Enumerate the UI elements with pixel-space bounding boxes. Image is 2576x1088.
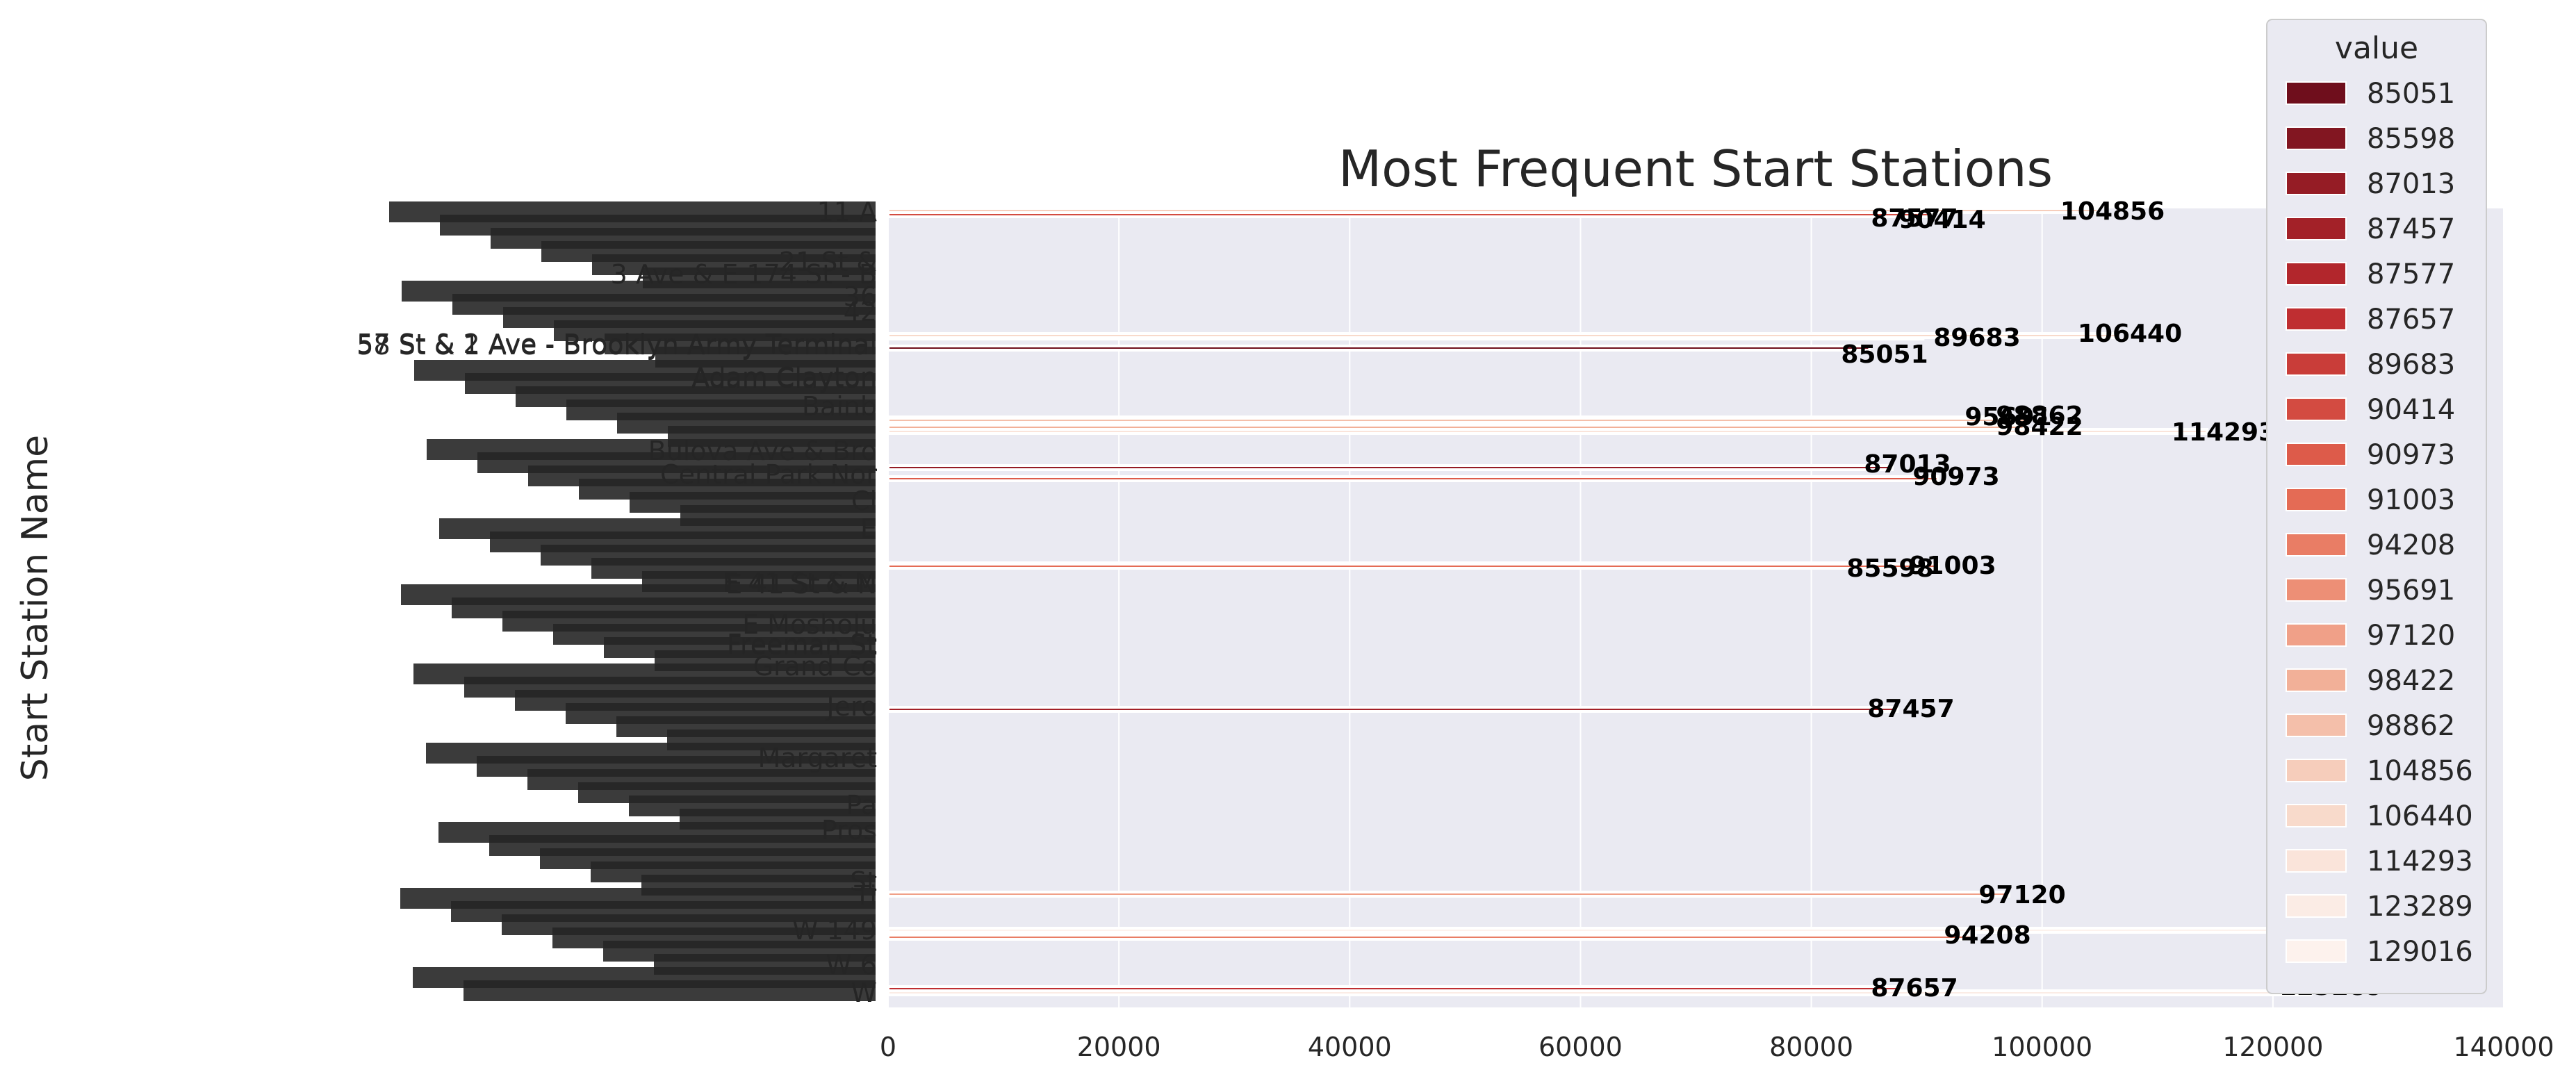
data-label: 95691 <box>1964 403 2051 431</box>
data-label: 87457 <box>1867 695 1954 723</box>
bar <box>887 428 2209 435</box>
legend-label: 95691 <box>2367 575 2455 607</box>
overlapping-label-clutter <box>463 980 876 1001</box>
data-label: 90973 <box>1912 463 1999 491</box>
legend-swatch <box>2286 578 2347 602</box>
legend: value 85051 85598 87013 87457 87577 87657 8968… <box>2266 19 2487 994</box>
bar <box>887 464 1894 471</box>
data-label: 87657 <box>1871 974 1958 1003</box>
data-label: 89683 <box>1933 324 2020 352</box>
legend-swatch <box>2286 804 2347 827</box>
x-tick-label: 60000 <box>1539 1032 1623 1062</box>
legend-label: 98422 <box>2367 665 2455 697</box>
data-label: 85051 <box>1841 340 1928 369</box>
legend-swatch <box>2286 307 2347 331</box>
legend-swatch <box>2286 668 2347 692</box>
legend-swatch <box>2286 126 2347 150</box>
legend-swatch <box>2286 262 2347 286</box>
legend-swatch <box>2286 172 2347 195</box>
bar <box>887 207 2100 214</box>
legend-label: 85051 <box>2367 78 2455 110</box>
bar <box>887 891 2010 898</box>
legend-label: 114293 <box>2367 846 2473 877</box>
legend-swatch <box>2286 759 2347 782</box>
legend-swatch <box>2286 623 2347 647</box>
legend-swatch <box>2286 849 2347 873</box>
data-label: 87013 <box>1864 450 1951 479</box>
legend-label: 90414 <box>2367 394 2455 426</box>
legend-label: 87657 <box>2367 304 2455 336</box>
data-label: 98422 <box>1996 413 2083 441</box>
bar <box>887 927 2379 934</box>
data-label: 91003 <box>1909 552 1996 580</box>
legend-swatch <box>2286 894 2347 918</box>
bar <box>887 332 2118 339</box>
bar <box>887 934 1977 941</box>
data-label: 94208 <box>1944 921 2031 950</box>
legend-label: 85598 <box>2367 123 2455 155</box>
bar <box>887 563 1940 570</box>
legend-swatch <box>2286 217 2347 240</box>
x-tick-label: 20000 <box>1077 1032 1161 1062</box>
plot-background <box>888 208 2504 1007</box>
legend-label: 94208 <box>2367 529 2455 561</box>
x-tick-label: 100000 <box>1992 1032 2092 1062</box>
legend-label: 129016 <box>2367 936 2473 968</box>
legend-label: 87577 <box>2367 258 2455 290</box>
bar <box>887 989 2313 996</box>
legend-label: 91003 <box>2367 484 2455 516</box>
chart-title: Most Frequent Start Stations <box>1338 140 2053 198</box>
x-tick-label: 0 <box>880 1032 896 1062</box>
legend-label: 104856 <box>2367 755 2473 787</box>
legend-swatch <box>2286 352 2347 376</box>
x-tick-label: 40000 <box>1308 1032 1392 1062</box>
legend-label: 123289 <box>2367 891 2473 923</box>
legend-swatch <box>2286 714 2347 737</box>
data-label: 97120 <box>1978 881 2065 909</box>
x-tick-label: 120000 <box>2222 1032 2323 1062</box>
data-label: 85598 <box>1846 554 1933 583</box>
legend-label: 98862 <box>2367 710 2455 742</box>
y-axis-title: Start Station Name <box>15 435 56 781</box>
data-label: 106440 <box>2078 320 2182 348</box>
data-label: 104856 <box>2060 197 2165 226</box>
x-tick-label: 80000 <box>1769 1032 1853 1062</box>
legend-label: 97120 <box>2367 620 2455 652</box>
legend-swatch <box>2286 533 2347 557</box>
legend-label: 87457 <box>2367 213 2455 245</box>
legend-swatch <box>2286 488 2347 511</box>
legend-label: 90973 <box>2367 439 2455 471</box>
data-label: 114293 <box>2172 418 2276 447</box>
legend-label: 106440 <box>2367 800 2473 832</box>
data-label: 90414 <box>1898 206 1985 234</box>
legend-swatch <box>2286 443 2347 466</box>
data-label: 87577 <box>1871 204 1958 233</box>
bar <box>887 345 1871 352</box>
legend-swatch <box>2286 939 2347 963</box>
legend-title: value <box>2335 31 2418 66</box>
legend-label: 87013 <box>2367 168 2455 200</box>
category-labels: 11 A21 St &3 Ave & E 174 St - B364257 St… <box>356 197 877 1008</box>
legend-swatch <box>2286 397 2347 421</box>
bar <box>887 475 1939 482</box>
data-label: 98862 <box>1996 402 2083 430</box>
bar <box>887 706 1899 713</box>
bar <box>887 417 2031 424</box>
legend-swatch <box>2286 81 2347 105</box>
x-tick-label: 140000 <box>2453 1032 2554 1062</box>
x-tick-labels: 0 20000 40000 60000 80000 100000 120000 140000 <box>880 1032 2554 1062</box>
legend-label: 89683 <box>2367 349 2455 381</box>
